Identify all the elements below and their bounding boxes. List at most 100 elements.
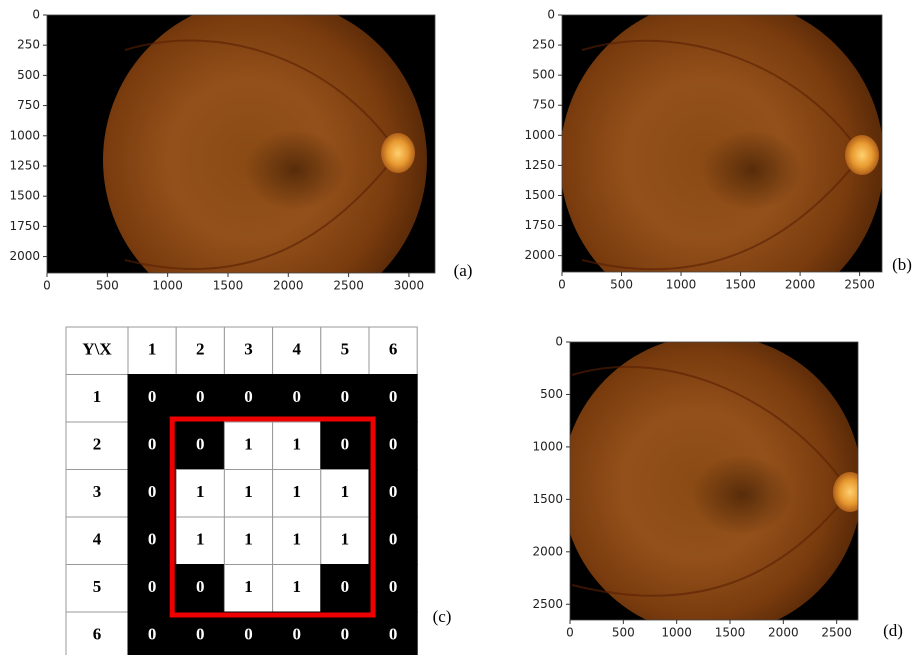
x-tick-label: 500 xyxy=(96,279,119,293)
panel-label: (d) xyxy=(883,621,903,640)
pixel-value: 1 xyxy=(244,577,253,596)
y-tick-label: 0 xyxy=(32,8,40,22)
header-text: 4 xyxy=(292,340,301,359)
header-text: Y\X xyxy=(82,340,112,359)
pixel-value: 1 xyxy=(292,435,301,454)
x-tick-label: 0 xyxy=(566,626,574,640)
y-tick-label: 2500 xyxy=(532,597,563,611)
panel-label: (a) xyxy=(454,261,473,280)
y-tick-label: 1500 xyxy=(9,189,40,203)
y-tick-label: 2000 xyxy=(524,248,555,262)
row-label: 4 xyxy=(93,530,102,549)
y-tick-label: 500 xyxy=(17,68,40,82)
pixel-value: 0 xyxy=(196,625,205,644)
pixel-value: 0 xyxy=(148,435,157,454)
x-tick-label: 1500 xyxy=(725,278,756,292)
pixel-value: 0 xyxy=(389,577,398,596)
y-tick-label: 750 xyxy=(17,98,40,112)
row-label: 1 xyxy=(93,387,102,406)
pixel-value: 0 xyxy=(341,577,350,596)
y-tick-label: 750 xyxy=(532,98,555,112)
optic-disc xyxy=(845,135,879,175)
pixel-value: 0 xyxy=(389,625,398,644)
pixel-value: 0 xyxy=(292,387,301,406)
optic-disc xyxy=(381,133,415,173)
y-tick-label: 1750 xyxy=(9,219,40,233)
pixel-value: 0 xyxy=(341,387,350,406)
y-tick-label: 1250 xyxy=(9,158,40,172)
x-tick-label: 2000 xyxy=(768,626,799,640)
panel-label: (c) xyxy=(433,607,452,626)
header-text: 3 xyxy=(244,340,253,359)
y-tick-label: 500 xyxy=(532,68,555,82)
pixel-value: 0 xyxy=(196,435,205,454)
pixel-value: 0 xyxy=(148,387,157,406)
pixel-value: 0 xyxy=(244,387,253,406)
pixel-value: 0 xyxy=(389,482,398,501)
macula xyxy=(245,130,345,210)
x-tick-label: 500 xyxy=(610,278,633,292)
pixel-value: 1 xyxy=(292,530,301,549)
fundus-image xyxy=(560,0,884,322)
pixel-value: 1 xyxy=(341,530,350,549)
pixel-value: 0 xyxy=(196,387,205,406)
pixel-value: 1 xyxy=(196,482,205,501)
pixel-value: 0 xyxy=(341,625,350,644)
x-tick-label: 1500 xyxy=(715,626,746,640)
pixel-value: 1 xyxy=(244,530,253,549)
pixel-value: 1 xyxy=(244,435,253,454)
y-tick-label: 0 xyxy=(555,335,563,349)
figure: 0500100015002000250030000250500750100012… xyxy=(0,0,919,655)
pixel-value: 0 xyxy=(341,435,350,454)
x-tick-label: 0 xyxy=(43,279,51,293)
x-tick-label: 1000 xyxy=(661,626,692,640)
x-tick-label: 3000 xyxy=(394,279,425,293)
y-tick-label: 2000 xyxy=(9,249,40,263)
macula xyxy=(692,455,792,535)
header-text: 1 xyxy=(148,340,157,359)
x-tick-label: 0 xyxy=(558,278,566,292)
pixel-value: 1 xyxy=(244,482,253,501)
pixel-value: 1 xyxy=(292,577,301,596)
fundus-image xyxy=(562,335,867,635)
x-tick-label: 500 xyxy=(612,626,635,640)
x-tick-label: 2500 xyxy=(333,279,364,293)
y-tick-label: 1750 xyxy=(524,218,555,232)
y-tick-label: 1000 xyxy=(9,128,40,142)
y-tick-label: 1500 xyxy=(532,492,563,506)
optic-disc xyxy=(833,472,867,512)
y-tick-label: 0 xyxy=(547,8,555,22)
y-tick-label: 1000 xyxy=(524,128,555,142)
pixel-value: 0 xyxy=(148,577,157,596)
pixel-value: 0 xyxy=(389,387,398,406)
pixel-value: 0 xyxy=(389,435,398,454)
y-tick-label: 250 xyxy=(532,38,555,52)
row-label: 5 xyxy=(93,577,102,596)
pixel-value: 0 xyxy=(244,625,253,644)
pixel-value: 0 xyxy=(196,577,205,596)
x-tick-label: 2500 xyxy=(844,278,875,292)
panel-label: (b) xyxy=(892,255,912,274)
header-text: 2 xyxy=(196,340,205,359)
pixel-value: 0 xyxy=(148,530,157,549)
pixel-value: 0 xyxy=(292,625,301,644)
row-label: 3 xyxy=(93,482,102,501)
fundus-image xyxy=(47,0,435,322)
header-text: 6 xyxy=(389,340,398,359)
x-tick-label: 1500 xyxy=(213,279,244,293)
header-text: 5 xyxy=(341,340,350,359)
y-tick-label: 1500 xyxy=(524,188,555,202)
x-tick-label: 2000 xyxy=(273,279,304,293)
pixel-value: 0 xyxy=(148,625,157,644)
x-tick-label: 2000 xyxy=(785,278,816,292)
x-tick-label: 2500 xyxy=(821,626,852,640)
y-tick-label: 1000 xyxy=(532,439,563,453)
y-tick-label: 2000 xyxy=(532,544,563,558)
row-label: 2 xyxy=(93,435,102,454)
macula xyxy=(702,130,802,210)
y-tick-label: 500 xyxy=(540,387,563,401)
pixel-value: 0 xyxy=(389,530,398,549)
pixel-value: 1 xyxy=(196,530,205,549)
row-label: 6 xyxy=(93,625,102,644)
pixel-value: 0 xyxy=(148,482,157,501)
